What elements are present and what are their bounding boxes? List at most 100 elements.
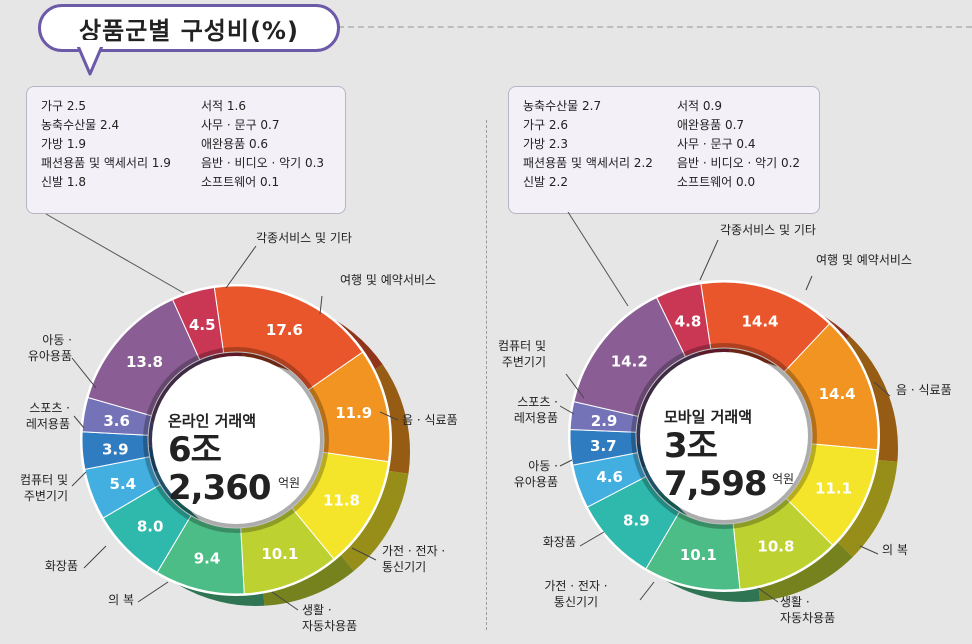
slice-value-label: 4.8	[675, 312, 702, 330]
category-label: 의 복	[882, 543, 908, 557]
category-leader-line	[379, 411, 399, 421]
category-label: 통신기기	[554, 595, 598, 609]
legend-item: 소프트웨어 0.0	[677, 175, 756, 189]
legend-item: 패션용품 및 액세서리 2.2	[523, 156, 653, 170]
legend-col-online-1: 가구 2.5 농축수산물 2.4 가방 1.9 패션용품 및 액세서리 1.9 …	[41, 97, 171, 192]
legend-box-mobile: 농축수산물 2.7 가구 2.6 가방 2.3 패션용품 및 액세서리 2.2 …	[508, 86, 820, 214]
slice-value-label: 3.7	[590, 437, 617, 455]
category-label: 유아용품	[28, 349, 72, 363]
category-leader-line	[559, 405, 575, 415]
category-label: 가전 · 전자 ·	[382, 544, 445, 558]
category-leader-line	[757, 587, 779, 603]
legend-item: 애완용품 0.6	[201, 137, 269, 151]
category-label: 각종서비스 및 기타	[720, 223, 816, 237]
legend-item: 농축수산물 2.4	[41, 118, 120, 132]
legend-col-online-2: 서적 1.6 사무 · 문구 0.7 애완용품 0.6 음반 · 비디오 · 악…	[201, 97, 324, 192]
category-label: 자동차용품	[302, 619, 357, 633]
category-label: 의 복	[108, 593, 134, 607]
chart-divider	[486, 120, 487, 630]
category-leader-line	[805, 275, 813, 291]
legend-item: 패션용품 및 액세서리 1.9	[41, 156, 171, 170]
donut-outline	[80, 284, 392, 596]
legend-item: 사무 · 문구 0.4	[677, 137, 756, 151]
category-leader-line	[639, 581, 655, 601]
title-bubble-tail	[76, 40, 106, 76]
donut-inner-rim	[143, 347, 329, 533]
legend-item: 애완용품 0.7	[677, 118, 745, 132]
legend-item: 신발 2.2	[523, 175, 568, 189]
category-leader-line	[71, 471, 87, 487]
center-name: 모바일 거래액	[664, 408, 753, 426]
slice-value-label: 4.5	[189, 316, 216, 334]
category-label: 아동 ·	[528, 459, 558, 473]
slice-value-label: 14.4	[819, 385, 856, 403]
legend-item: 서적 0.9	[677, 99, 722, 113]
legend-item: 가구 2.6	[523, 118, 568, 132]
category-label: 주변기기	[24, 489, 68, 503]
slice-value-label: 10.1	[261, 545, 298, 563]
slice-value-label: 2.9	[591, 412, 618, 430]
category-leader-line	[579, 531, 605, 547]
donut-slice	[655, 283, 712, 358]
center-unit: 억원	[278, 476, 301, 490]
category-leader-line	[565, 373, 585, 399]
slice-value-label: 3.9	[102, 440, 129, 458]
category-leader-line	[873, 381, 891, 397]
slice-value-label: 13.8	[126, 353, 163, 371]
slice-value-label: 10.8	[757, 537, 794, 555]
center-label-mobile: 모바일 거래액 3조 7,598 억원	[664, 406, 814, 503]
legend-item: 가방 2.3	[523, 137, 568, 151]
center-unit: 억원	[772, 472, 795, 486]
category-label: 통신기기	[382, 560, 426, 574]
category-label: 레저용품	[26, 417, 70, 431]
legend-leader-line	[567, 211, 629, 307]
category-label: 음 · 식료품	[402, 413, 458, 427]
center-amount: 6조 2,360	[168, 430, 272, 508]
center-name: 온라인 거래액	[168, 412, 257, 430]
category-label: 유아용품	[514, 475, 558, 489]
category-label: 컴퓨터 및	[20, 473, 68, 487]
category-label: 여행 및 예약서비스	[816, 252, 912, 267]
legend-leader-line	[45, 213, 197, 301]
category-leader-line	[271, 591, 299, 611]
category-label: 음 · 식료품	[896, 383, 952, 397]
category-label: 컴퓨터 및	[498, 339, 546, 353]
category-label: 주변기기	[502, 355, 546, 369]
category-leader-line	[83, 545, 107, 569]
category-label: 화장품	[543, 535, 576, 549]
category-label: 생활 ·	[780, 595, 810, 609]
title-divider	[338, 26, 972, 28]
center-label-online: 온라인 거래액 6조 2,360 억원	[168, 410, 318, 507]
slice-value-label: 11.1	[815, 479, 852, 497]
slice-value-label: 8.0	[137, 517, 164, 535]
slice-value-label: 14.2	[611, 353, 648, 371]
legend-item: 사무 · 문구 0.7	[201, 118, 280, 132]
slice-value-label: 17.6	[266, 321, 303, 339]
category-label: 각종서비스 및 기타	[256, 231, 352, 245]
category-label: 아동 ·	[42, 333, 72, 347]
category-leader-line	[71, 357, 97, 389]
legend-box-online: 가구 2.5 농축수산물 2.4 가방 1.9 패션용품 및 액세서리 1.9 …	[26, 86, 346, 214]
legend-item: 가구 2.5	[41, 99, 86, 113]
donut-outline	[568, 280, 880, 592]
legend-col-mobile-2: 서적 0.9 애완용품 0.7 사무 · 문구 0.4 음반 · 비디오 · 악…	[677, 97, 800, 192]
donut-hole	[640, 352, 808, 520]
donut-hole	[152, 356, 320, 524]
category-label: 생활 ·	[302, 603, 332, 617]
category-label: 레저용품	[514, 411, 558, 425]
legend-item: 가방 1.9	[41, 137, 86, 151]
legend-item: 소프트웨어 0.1	[201, 175, 280, 189]
category-label: 스포츠 ·	[517, 395, 558, 409]
category-leader-line	[559, 459, 573, 467]
slice-value-label: 11.8	[323, 491, 360, 509]
slice-value-label: 9.4	[194, 549, 221, 567]
slice-value-label: 11.9	[335, 404, 372, 422]
category-leader-line	[319, 295, 323, 315]
category-label: 화장품	[45, 559, 78, 573]
legend-col-mobile-1: 농축수산물 2.7 가구 2.6 가방 2.3 패션용품 및 액세서리 2.2 …	[523, 97, 653, 192]
page-title-text: 상품군별 구성비(%)	[79, 16, 299, 45]
donut-inner-rim	[631, 343, 817, 529]
category-label: 자동차용품	[780, 611, 835, 625]
